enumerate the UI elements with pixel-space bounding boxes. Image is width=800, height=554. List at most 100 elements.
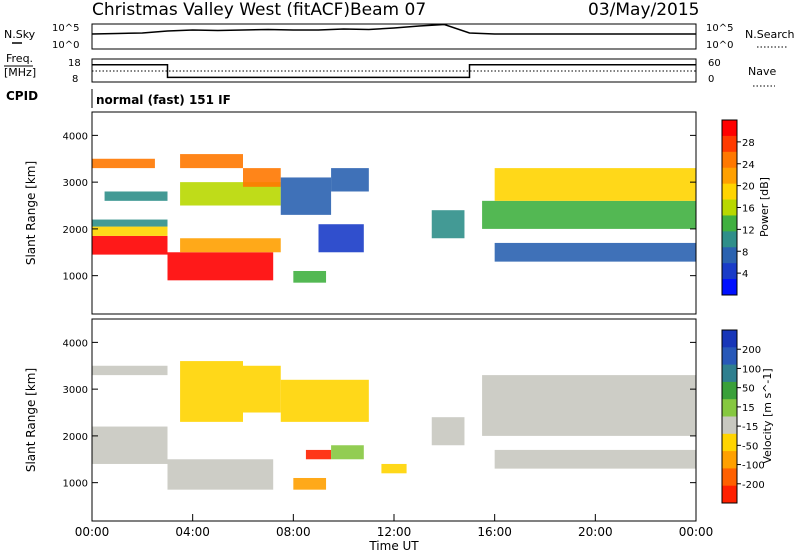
cpid-text: normal (fast) 151 IF — [96, 93, 231, 107]
colorbar-tick-label: 15 — [742, 403, 755, 414]
echo-band-3 — [180, 361, 243, 422]
beam-label: Beam 07 — [350, 0, 426, 20]
freq-tick-high: 18 — [68, 58, 81, 69]
freq-label-line2: [MHz] — [4, 66, 36, 79]
colorbar-swatch — [722, 364, 737, 383]
power-colorbar: 28 24 20 16 12 8 4 Power [dB] — [721, 119, 771, 296]
velocity-colorbar: 200 100 50 15 -15 -50 -100 -200 Velocity [m s^-… — [721, 329, 774, 504]
echo-band-12 — [494, 449, 696, 469]
xaxis-label: Time UT — [368, 539, 419, 553]
noise-tick-low-right: 10^0 — [706, 40, 733, 51]
echo-band-11 — [293, 270, 327, 283]
echo-band-1 — [92, 365, 168, 376]
y-tick-label: 4000 — [63, 338, 88, 349]
colorbar-swatch — [722, 451, 737, 469]
colorbar-tick-label: 50 — [742, 384, 755, 395]
echo-band-1 — [92, 226, 168, 236]
echo-band-7 — [305, 449, 332, 460]
colorbar-swatch — [722, 231, 737, 248]
colorbar-swatch — [722, 120, 737, 137]
echo-band-14 — [431, 210, 465, 239]
freq-tick-low: 8 — [72, 74, 78, 85]
velocity-colorbar-frame — [721, 329, 738, 504]
colorbar-tick-label: -100 — [742, 461, 765, 472]
echo-band-8 — [331, 445, 364, 460]
colorbar-swatch — [722, 215, 737, 232]
colorbar-swatch — [722, 381, 737, 400]
velocity-y-axis: 1000 2000 3000 4000 — [63, 338, 696, 490]
velocity-x-axis: 00:00 04:00 08:00 12:00 16:00 20:00 00:00 — [75, 514, 714, 539]
freq-panel: Freq. [MHz] 18 8 60 0 Nave — [4, 52, 776, 87]
colorbar-tick-label: -200 — [742, 480, 765, 491]
echo-band-2 — [92, 219, 168, 227]
colorbar-tick-label: 24 — [742, 160, 755, 171]
colorbar-tick-label: -50 — [742, 441, 758, 452]
nave-tick-high: 60 — [708, 58, 721, 69]
noise-panel-frame — [91, 23, 697, 50]
colorbar-swatch — [722, 399, 737, 417]
y-tick-label: 2000 — [63, 432, 88, 443]
velocity-colorbar-title: Velocity [m s^-1] — [761, 368, 774, 463]
echo-band-2 — [167, 459, 274, 490]
nave-tick-low: 0 — [708, 74, 714, 85]
echo-band-3 — [92, 158, 155, 169]
noise-tick-high-left: 10^5 — [52, 23, 79, 34]
echo-band-4 — [104, 191, 168, 201]
x-tick-label: 00:00 — [679, 525, 714, 539]
power-y-axis: 1000 2000 3000 4000 — [63, 131, 696, 283]
freq-series-line — [92, 64, 696, 79]
echo-band-5 — [167, 252, 274, 281]
colorbar-swatch — [722, 330, 737, 348]
echo-band-4 — [243, 365, 281, 413]
noise-tick-low-left: 10^0 — [52, 40, 79, 51]
nsky-label: N.Sky — [4, 28, 36, 41]
echo-band-17 — [494, 242, 696, 262]
nave-label: Nave — [748, 65, 776, 78]
colorbar-tick-label: 4 — [742, 269, 748, 280]
power-data — [92, 154, 696, 283]
velocity-colorbar-swatches — [722, 330, 737, 504]
x-tick-label: 16:00 — [477, 525, 512, 539]
noise-panel: N.Sky 10^5 10^0 10^5 10^0 N.Search — [4, 23, 795, 51]
y-tick-label: 2000 — [63, 225, 88, 236]
echo-band-0 — [92, 235, 168, 255]
colorbar-tick-label: 12 — [742, 225, 755, 236]
echo-band-9 — [381, 463, 407, 474]
y-tick-label: 3000 — [63, 385, 88, 396]
freq-label-line1: Freq. — [6, 52, 33, 65]
power-panel-frame — [91, 111, 697, 315]
colorbar-swatch — [722, 199, 737, 216]
echo-band-12 — [318, 224, 364, 253]
y-tick-label: 1000 — [63, 272, 88, 283]
nsearch-label: N.Search — [745, 28, 795, 41]
colorbar-tick-label: 16 — [742, 204, 755, 215]
colorbar-swatch — [722, 416, 737, 435]
echo-band-16 — [494, 168, 696, 201]
y-tick-label: 1000 — [63, 479, 88, 490]
y-tick-label: 3000 — [63, 178, 88, 189]
echo-band-11 — [482, 375, 696, 436]
echo-band-15 — [482, 200, 696, 229]
colorbar-swatch — [722, 279, 737, 296]
colorbar-swatch — [722, 485, 737, 504]
echo-band-10 — [431, 417, 465, 446]
colorbar-swatch — [722, 263, 737, 280]
y-tick-label: 4000 — [63, 131, 88, 142]
colorbar-swatch — [722, 167, 737, 185]
x-tick-label: 12:00 — [377, 525, 412, 539]
colorbar-tick-label: 8 — [742, 247, 748, 258]
colorbar-tick-label: 28 — [742, 138, 755, 149]
colorbar-swatch — [722, 183, 737, 201]
echo-band-10 — [280, 177, 332, 215]
power-panel: 1000 2000 3000 4000 Slant Range [km] — [24, 111, 697, 315]
velocity-panel: 1000 2000 3000 4000 00:00 04:00 08:00 12:00 16:… — [24, 318, 714, 553]
noise-series — [91, 23, 696, 35]
colorbar-swatch — [722, 135, 737, 153]
colorbar-tick-label: 20 — [742, 182, 755, 193]
velocity-colorbar-ticks: 200 100 50 15 -15 -50 -100 -200 — [737, 345, 765, 491]
cpid-label: CPID — [6, 89, 38, 103]
echo-band-9 — [243, 168, 281, 187]
echo-band-6 — [293, 477, 327, 490]
x-tick-label: 08:00 — [276, 525, 311, 539]
